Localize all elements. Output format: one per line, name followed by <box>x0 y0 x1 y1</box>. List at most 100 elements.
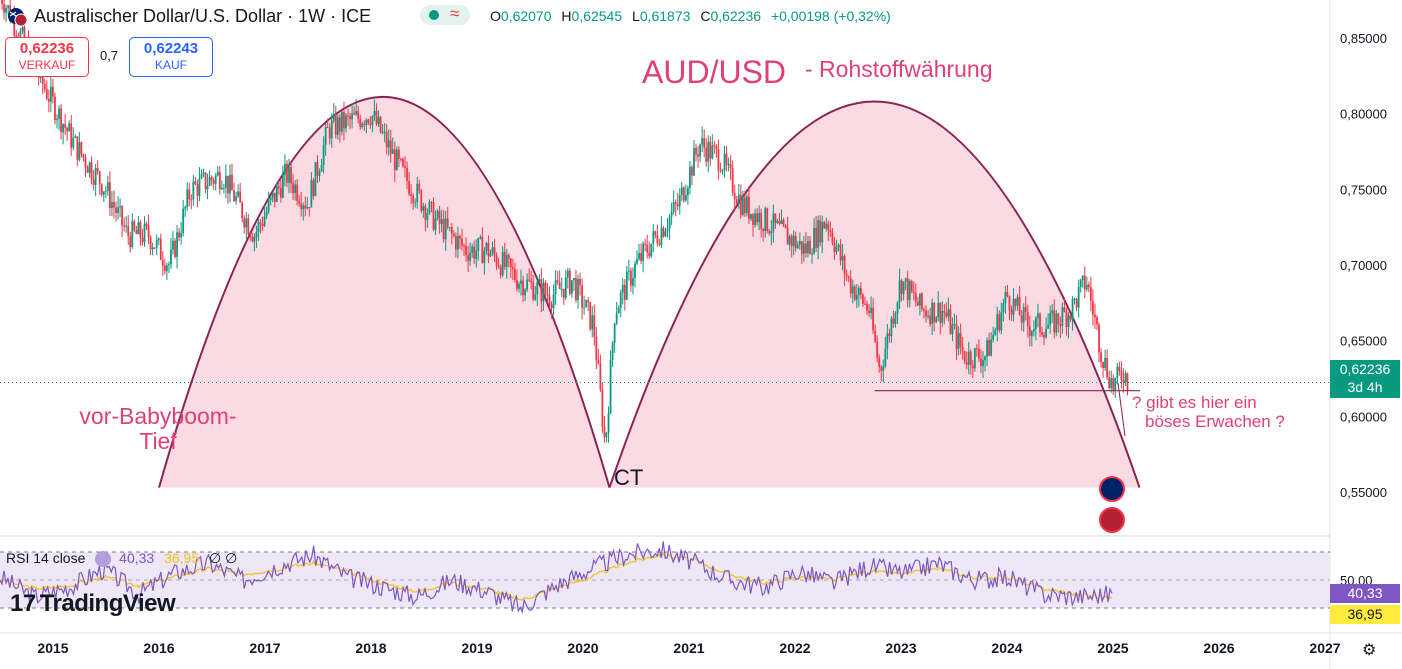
candle-body <box>1126 373 1129 391</box>
candle-body <box>1067 315 1070 328</box>
candle-body <box>906 278 909 301</box>
candle-body <box>471 246 474 253</box>
candle-body <box>391 149 394 155</box>
approx-symbol: ≈ <box>450 4 460 23</box>
candle-body <box>1045 328 1047 338</box>
buy-label: KAUF <box>154 58 187 72</box>
rsi-ma-value: 36,95 <box>164 550 200 566</box>
candle-body <box>74 136 77 138</box>
candle-body <box>589 302 592 330</box>
candle-body <box>371 116 374 125</box>
candle-body <box>776 221 779 223</box>
candle-body <box>1085 284 1088 290</box>
candle-body <box>929 315 931 324</box>
candle-body <box>389 140 392 155</box>
candle-body <box>933 302 936 323</box>
candle-body <box>196 184 199 196</box>
candle-body <box>1079 280 1082 288</box>
candle-body <box>833 243 836 252</box>
candle-body <box>809 241 811 255</box>
last-price-value: 0,62236 <box>1339 361 1391 377</box>
candle-body <box>803 243 805 254</box>
candle-body <box>426 213 429 220</box>
candle-body <box>424 206 427 220</box>
candle-body <box>184 206 187 209</box>
arch-outline-2 <box>608 100 1141 488</box>
candle-body <box>334 114 337 135</box>
candle-body <box>381 131 384 133</box>
candle-body <box>249 234 252 237</box>
candle-body <box>377 116 380 125</box>
candle-body <box>1024 306 1027 312</box>
rsi-value-tag: 40,33 <box>1330 584 1400 603</box>
x-tick-label: 2027 <box>1309 640 1340 656</box>
candle-body <box>212 180 215 184</box>
candle-body <box>900 280 903 294</box>
market-status-pill[interactable]: ≈ <box>420 4 470 25</box>
candle-body <box>60 108 62 133</box>
candle-body <box>892 318 895 324</box>
ohlc-open-label: O <box>490 8 501 24</box>
symbol-title[interactable]: Australischer Dollar/U.S. Dollar · 1W · … <box>34 6 372 26</box>
candle-body <box>691 167 693 176</box>
candle-body <box>676 204 679 207</box>
candle-body <box>607 413 610 433</box>
gear-icon[interactable]: ⚙ <box>1362 642 1377 659</box>
candle-body <box>7 5 10 8</box>
buy-button[interactable]: 0,62243 KAUF <box>129 37 213 77</box>
candle-body <box>1049 313 1052 325</box>
candle-body <box>47 98 50 102</box>
candle-body <box>540 279 543 302</box>
candle-body <box>965 362 968 365</box>
rsi-hidden-icons[interactable]: ∅ ∅ <box>209 550 238 566</box>
candle-body <box>951 324 954 334</box>
candle-body <box>957 332 960 349</box>
candle-body <box>485 242 488 251</box>
candle-body <box>397 149 400 159</box>
candle-body <box>874 330 877 342</box>
candle-body <box>542 282 545 302</box>
candle-body <box>788 236 791 245</box>
sell-button[interactable]: 0,62236 VERKAUF <box>5 37 89 77</box>
candle-body <box>243 218 246 228</box>
candle-body <box>778 221 781 224</box>
tradingview-logo[interactable]: 17 TradingView <box>10 590 176 618</box>
candle-body <box>64 124 67 128</box>
candle-body <box>1124 373 1127 383</box>
candle-body <box>72 137 75 148</box>
candle-body <box>76 136 79 160</box>
candle-body <box>210 177 213 181</box>
ohlc-low-label: L <box>632 8 640 24</box>
candle-body <box>1083 275 1086 290</box>
candle-body <box>894 313 897 324</box>
candle-body <box>359 118 362 127</box>
candle-body <box>748 196 750 219</box>
candle-body <box>418 183 421 191</box>
candle-body <box>1061 307 1064 326</box>
candle-body <box>949 309 952 334</box>
rsi-legend[interactable]: RSI 14 close 40,33 36,95 ∅ ∅ <box>6 550 238 568</box>
rsi-refresh-icon[interactable] <box>95 551 112 568</box>
candle-body <box>3 3 5 13</box>
candle-body <box>998 314 1001 331</box>
candle-body <box>831 232 834 244</box>
candle-body <box>599 363 602 390</box>
candle-body <box>530 280 533 283</box>
candle-body <box>78 142 81 160</box>
candle-body <box>511 267 514 270</box>
candle-body <box>178 232 180 238</box>
candle-body <box>1087 284 1090 288</box>
candle-body <box>188 189 191 200</box>
candle-body <box>483 250 486 264</box>
candle-body <box>509 258 512 268</box>
candle-body <box>992 334 995 340</box>
candle-body <box>127 225 130 237</box>
candle-body <box>750 213 752 219</box>
candle-body <box>436 210 439 219</box>
candle-body <box>536 282 539 295</box>
candle-body <box>255 231 258 238</box>
candle-body <box>630 270 632 286</box>
candle-body <box>813 227 815 254</box>
candle-body <box>86 167 89 173</box>
